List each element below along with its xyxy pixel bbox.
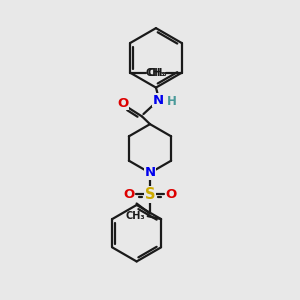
Text: O: O xyxy=(117,97,128,110)
Text: H: H xyxy=(167,95,177,108)
Text: N: N xyxy=(144,167,156,179)
Text: CH₃: CH₃ xyxy=(147,68,167,78)
Text: S: S xyxy=(145,187,155,202)
Text: N: N xyxy=(153,94,164,106)
Text: O: O xyxy=(123,188,134,201)
Text: O: O xyxy=(166,188,177,201)
Text: CH₃: CH₃ xyxy=(145,68,165,78)
Text: CH₃: CH₃ xyxy=(125,211,145,221)
